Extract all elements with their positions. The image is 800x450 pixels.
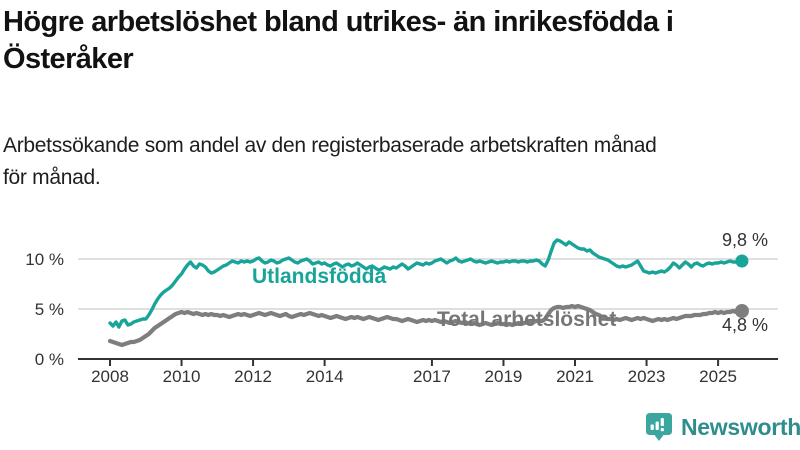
page-title: Högre arbetslöshet bland utrikes- än inr… [3,4,674,78]
y-tick-label: 0 % [35,350,64,369]
series-end-dot-1 [734,304,749,318]
series-label-utlandsfodda: Utlandsfödda [252,265,386,288]
x-tick-label: 2023 [628,367,666,386]
x-tick-label: 2010 [163,367,201,386]
x-tick-label: 2017 [413,367,451,386]
x-tick-label: 2008 [91,367,129,386]
y-tick-label: 10 % [25,250,64,269]
x-tick-label: 2025 [699,367,737,386]
chart-subtitle: Arbetssökande som andel av den registerb… [3,130,657,194]
x-tick-label: 2021 [556,367,594,386]
exclamation-bar [660,418,664,426]
page-title-line: Högre arbetslöshet bland utrikes- än inr… [3,6,674,38]
newsworthy-wordmark: Newsworthy [681,413,800,440]
newsworthy-bar-chart-icon [646,413,672,441]
x-tick-label: 2014 [306,367,344,386]
bar-small [650,424,654,430]
bar-medium [655,421,659,430]
chart-generated-layer: 2008 2010 2012 2014 2017 2019 2021 2023 2025 0 % 5… [25,238,778,386]
x-tick-label: 2019 [485,367,523,386]
end-value-label-total: 4,8 % [722,315,768,335]
chart-subtitle-line: för månad. [3,166,101,189]
speech-bubble-shape [646,413,672,441]
series-line-1 [107,303,745,348]
y-tick-label: 5 % [35,300,64,319]
series-line-0 [108,238,744,329]
chart-subtitle-line: Arbetssökande som andel av den registerb… [3,134,657,157]
end-value-label-utlandsfodda: 9,8 % [722,230,768,250]
x-tick-label: 2012 [234,367,272,386]
newsworthy-logo: Newsworthy [645,412,800,442]
exclamation-dot [660,428,664,432]
series-end-dot-0 [735,254,749,268]
page-title-line: Österåker [3,43,134,75]
series-label-total: Total arbetslöshet [437,308,616,331]
